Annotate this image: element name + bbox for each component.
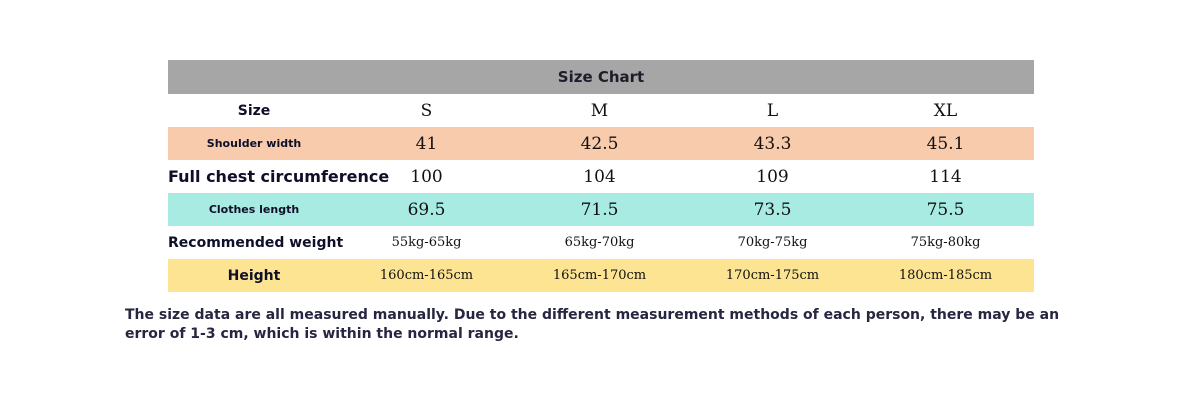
- shoulder-width-s: 41: [415, 133, 438, 154]
- size-header-row: Size S M L XL: [168, 94, 1034, 127]
- chest-circumference-l: 109: [756, 166, 789, 187]
- clothes-length-xl: 75.5: [926, 199, 965, 220]
- recommended-weight-label: Recommended weight: [168, 234, 344, 251]
- height-row: Height 160cm-165cm 165cm-170cm 170cm-175…: [168, 259, 1034, 292]
- shoulder-width-l: 43.3: [753, 133, 792, 154]
- shoulder-width-xl: 45.1: [926, 133, 965, 154]
- shoulder-width-label: Shoulder width: [206, 137, 302, 150]
- clothes-length-row: Clothes length 69.5 71.5 73.5 75.5: [168, 193, 1034, 226]
- size-xl: XL: [933, 100, 958, 121]
- chest-circumference-label: Full chest circumference: [168, 167, 390, 186]
- recommended-weight-row: Recommended weight 55kg-65kg 65kg-70kg 7…: [168, 226, 1034, 259]
- recommended-weight-xl: 75kg-80kg: [910, 235, 981, 250]
- clothes-length-s: 69.5: [407, 199, 446, 220]
- clothes-length-l: 73.5: [753, 199, 792, 220]
- shoulder-width-m: 42.5: [580, 133, 619, 154]
- size-chart: Size Chart Size S M L XL Shoulder width …: [168, 60, 1034, 292]
- size-l: L: [766, 100, 779, 121]
- height-m: 165cm-170cm: [552, 268, 647, 283]
- recommended-weight-l: 70kg-75kg: [737, 235, 808, 250]
- size-header-label: Size: [237, 102, 271, 119]
- chest-circumference-row: Full chest circumference 100 104 109 114: [168, 160, 1034, 193]
- chart-title: Size Chart: [168, 60, 1034, 94]
- measurement-note: The size data are all measured manually.…: [125, 307, 1060, 342]
- chest-circumference-m: 104: [583, 166, 616, 187]
- shoulder-width-row: Shoulder width 41 42.5 43.3 45.1: [168, 127, 1034, 160]
- recommended-weight-m: 65kg-70kg: [564, 235, 635, 250]
- chest-circumference-xl: 114: [929, 166, 962, 187]
- size-m: M: [590, 100, 609, 121]
- size-s: S: [420, 100, 433, 121]
- clothes-length-label: Clothes length: [208, 203, 300, 216]
- recommended-weight-s: 55kg-65kg: [391, 235, 462, 250]
- clothes-length-m: 71.5: [580, 199, 619, 220]
- height-s: 160cm-165cm: [379, 268, 474, 283]
- chest-circumference-s: 100: [410, 166, 443, 187]
- height-label: Height: [227, 267, 281, 284]
- height-xl: 180cm-185cm: [898, 268, 993, 283]
- height-l: 170cm-175cm: [725, 268, 820, 283]
